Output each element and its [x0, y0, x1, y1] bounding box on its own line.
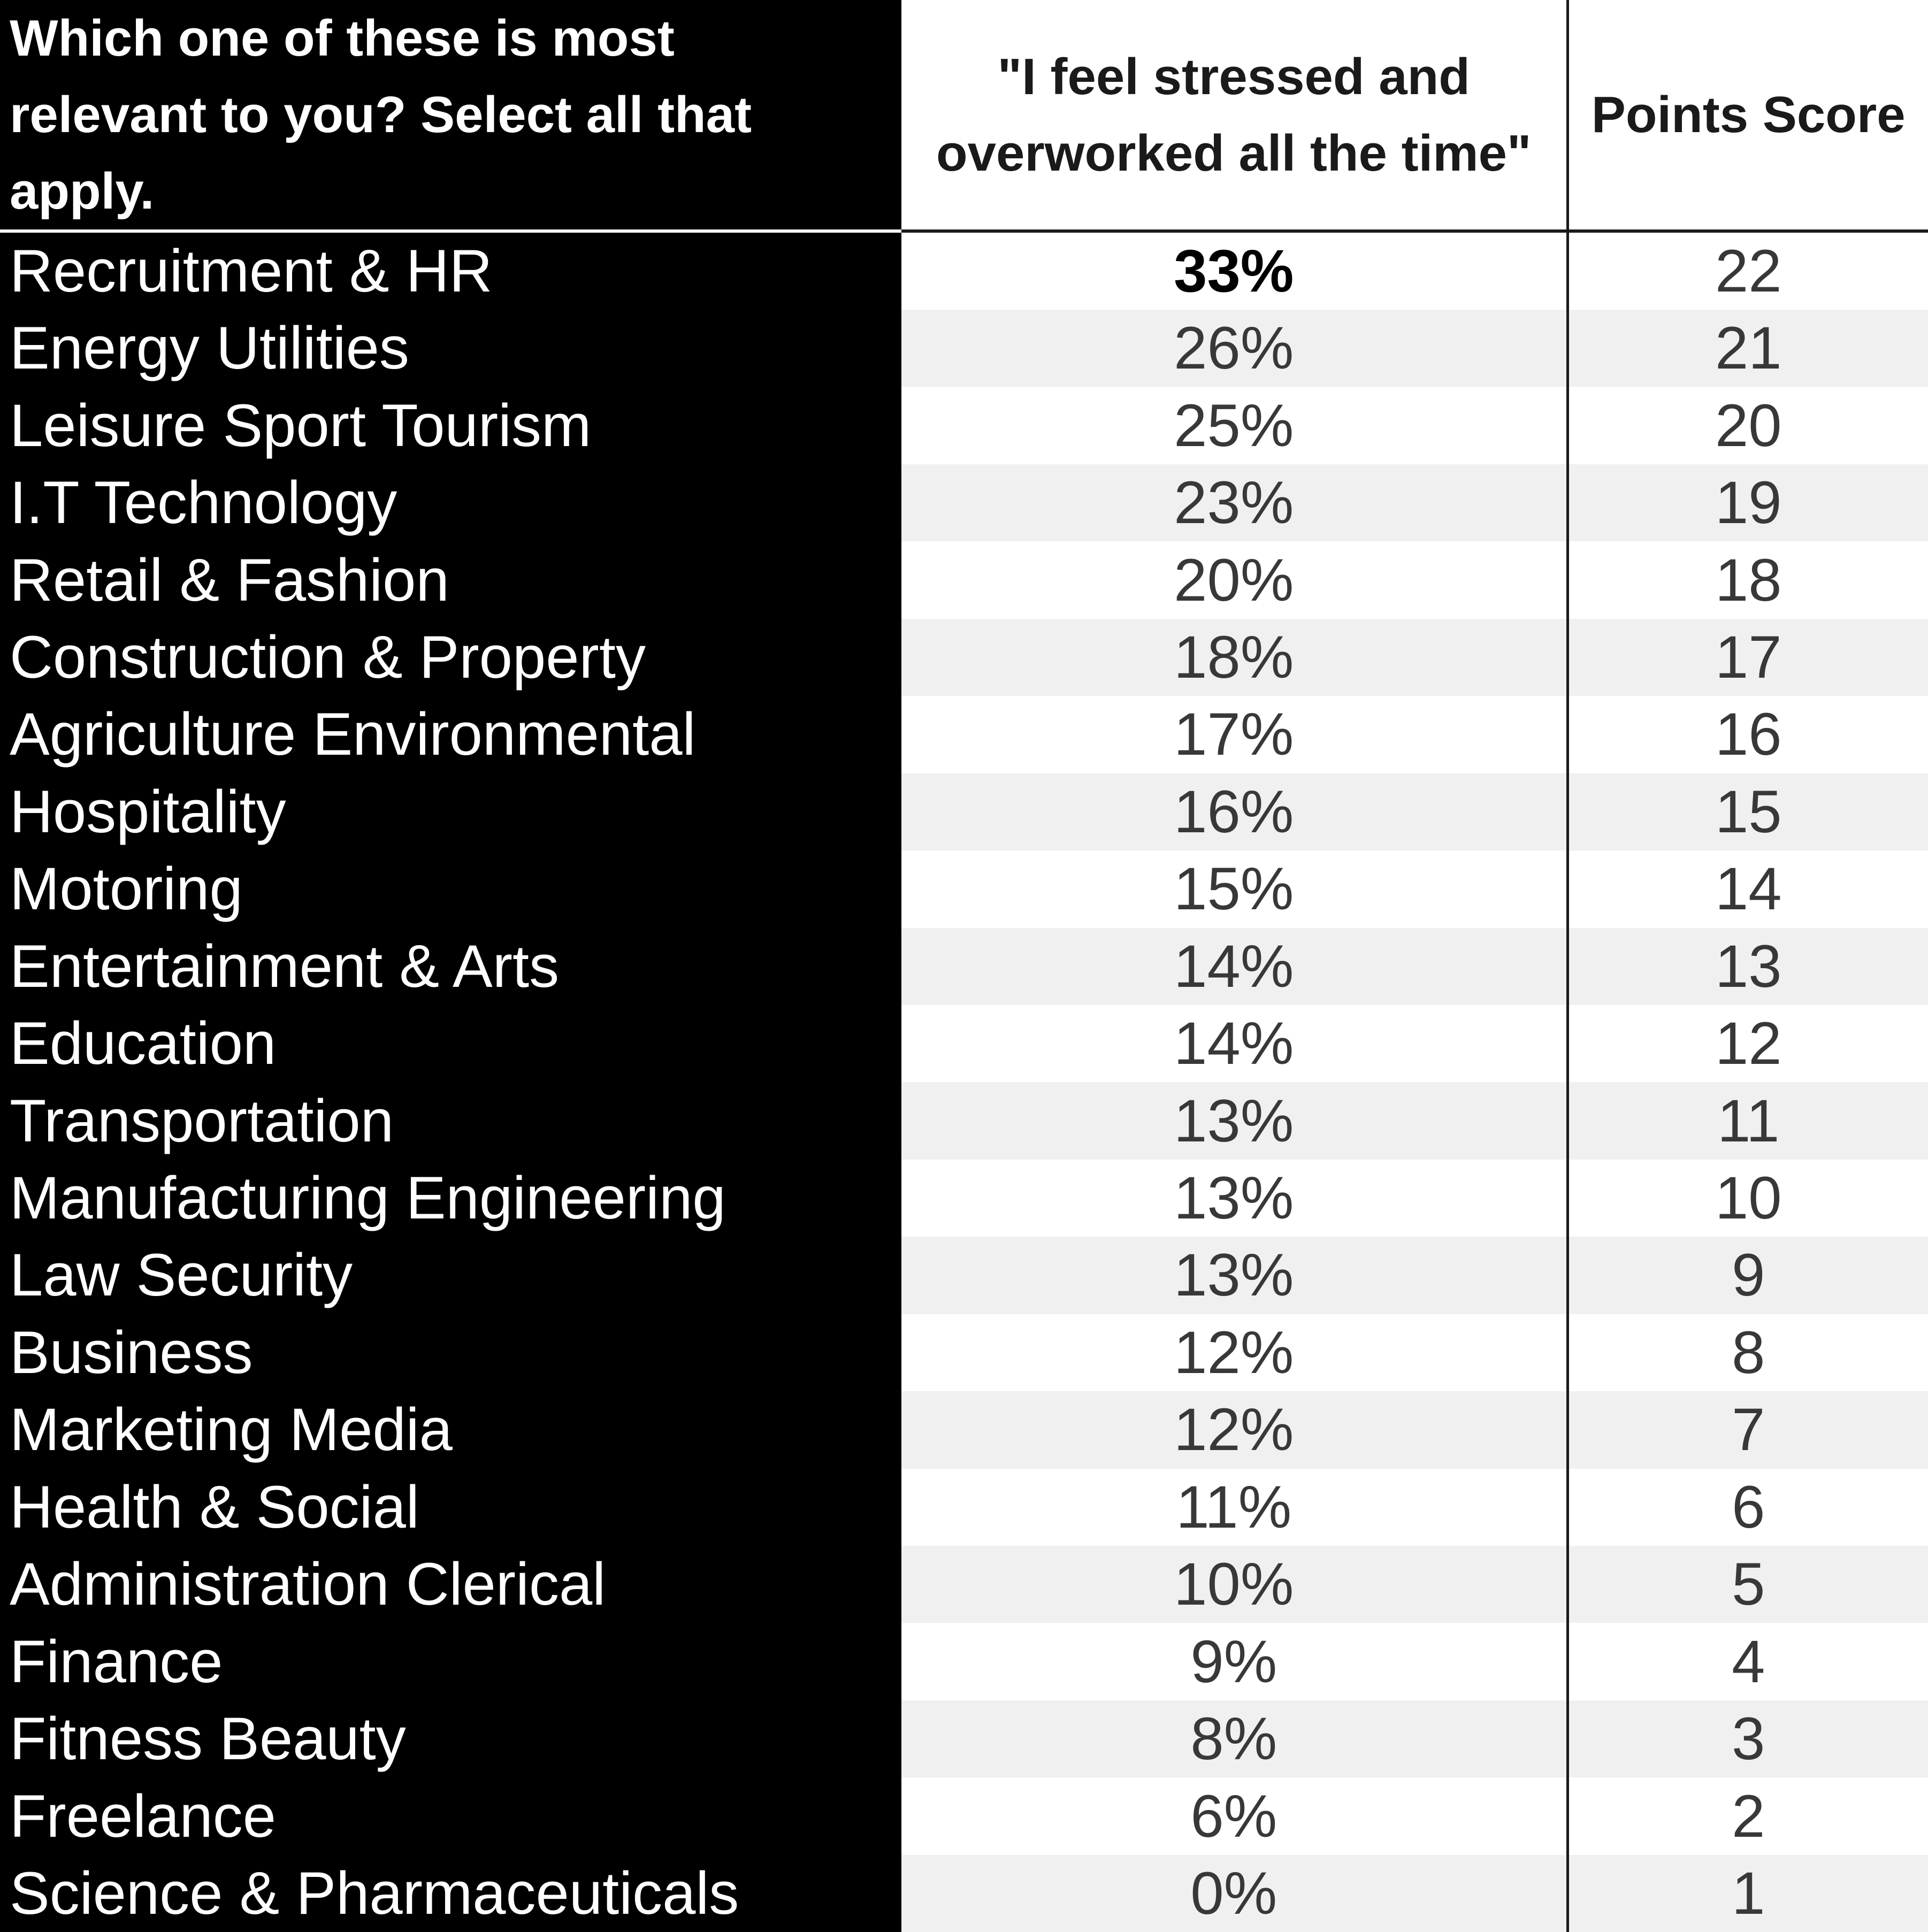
stressed-percent-cell: 13%: [901, 1237, 1567, 1314]
table-row: Freelance 6% 2: [0, 1777, 1928, 1855]
points-score-cell: 2: [1566, 1777, 1928, 1855]
table-row: Entertainment & Arts 14% 13: [0, 927, 1928, 1005]
stressed-percent-cell: 12%: [901, 1314, 1567, 1392]
table-row: Education 14% 12: [0, 1005, 1928, 1083]
table-row: Hospitality 16% 15: [0, 773, 1928, 851]
table-row: I.T Technology 23% 19: [0, 464, 1928, 542]
table-row: Health & Social 11% 6: [0, 1468, 1928, 1546]
table-row: Science & Pharmaceuticals 0% 1: [0, 1854, 1928, 1932]
category-cell: Leisure Sport Tourism: [0, 387, 901, 464]
stressed-percent-cell: 11%: [901, 1468, 1567, 1546]
stressed-percent-cell: 18%: [901, 618, 1567, 696]
stressed-percent-cell: 14%: [901, 927, 1567, 1005]
points-score-cell: 10: [1566, 1159, 1928, 1237]
table-row: Law Security 13% 9: [0, 1237, 1928, 1314]
points-score-cell: 13: [1566, 927, 1928, 1005]
points-score-cell: 11: [1566, 1082, 1928, 1160]
stressed-percent-cell: 25%: [901, 387, 1567, 464]
table-body: Recruitment & HR 33% 22 Energy Utilities 26%…: [0, 231, 1928, 1932]
points-score-cell: 3: [1566, 1700, 1928, 1778]
category-cell: Business: [0, 1314, 901, 1392]
points-score-cell: 7: [1566, 1391, 1928, 1469]
points-score-cell: 6: [1566, 1468, 1928, 1546]
stressed-percent-cell: 15%: [901, 850, 1567, 928]
stressed-percent-cell: 13%: [901, 1082, 1567, 1160]
points-score-cell: 16: [1566, 696, 1928, 773]
stressed-percent-cell: 0%: [901, 1854, 1567, 1932]
table-row: Marketing Media 12% 7: [0, 1391, 1928, 1469]
category-cell: Retail & Fashion: [0, 541, 901, 619]
table-row: Recruitment & HR 33% 22: [0, 231, 1928, 310]
points-score-cell: 19: [1566, 464, 1928, 542]
category-cell: Finance: [0, 1623, 901, 1700]
table-row: Administration Clerical 10% 5: [0, 1546, 1928, 1623]
table-row: Agriculture Environmental 17% 16: [0, 696, 1928, 773]
stressed-percent-cell: 26%: [901, 310, 1567, 387]
stressed-percent-cell: 13%: [901, 1159, 1567, 1237]
points-score-cell: 14: [1566, 850, 1928, 928]
category-cell: Marketing Media: [0, 1391, 901, 1469]
table-row: Leisure Sport Tourism 25% 20: [0, 387, 1928, 464]
stressed-percent-cell: 6%: [901, 1777, 1567, 1855]
table-row: Energy Utilities 26% 21: [0, 310, 1928, 387]
category-cell: Recruitment & HR: [0, 231, 901, 310]
stressed-percent-cell: 14%: [901, 1005, 1567, 1083]
category-cell: Manufacturing Engineering: [0, 1159, 901, 1237]
stressed-percent-cell: 17%: [901, 696, 1567, 773]
category-cell: Fitness Beauty: [0, 1700, 901, 1778]
category-cell: Education: [0, 1005, 901, 1083]
table-row: Transportation 13% 11: [0, 1082, 1928, 1160]
points-score-cell: 17: [1566, 618, 1928, 696]
points-score-cell: 20: [1566, 387, 1928, 464]
category-cell: Law Security: [0, 1237, 901, 1314]
category-cell: I.T Technology: [0, 464, 901, 542]
points-score-cell: 15: [1566, 773, 1928, 851]
category-cell: Health & Social: [0, 1468, 901, 1546]
stressed-percent-cell: 9%: [901, 1623, 1567, 1700]
category-cell: Hospitality: [0, 773, 901, 851]
points-score-cell: 18: [1566, 541, 1928, 619]
category-cell: Transportation: [0, 1082, 901, 1160]
category-cell: Agriculture Environmental: [0, 696, 901, 773]
points-score-cell: 4: [1566, 1623, 1928, 1700]
category-cell: Freelance: [0, 1777, 901, 1855]
question-header: Which one of these is most relevant to y…: [0, 0, 901, 233]
stressed-percent-cell: 12%: [901, 1391, 1567, 1469]
points-score-cell: 9: [1566, 1237, 1928, 1314]
table-row: Fitness Beauty 8% 3: [0, 1700, 1928, 1778]
table-row: Finance 9% 4: [0, 1623, 1928, 1700]
points-score-cell: 1: [1566, 1854, 1928, 1932]
points-score-cell: 21: [1566, 310, 1928, 387]
category-cell: Motoring: [0, 850, 901, 928]
table-row: Motoring 15% 14: [0, 850, 1928, 928]
category-cell: Administration Clerical: [0, 1546, 901, 1623]
points-score-header: Points Score: [1566, 0, 1928, 233]
table-row: Manufacturing Engineering 13% 10: [0, 1159, 1928, 1237]
stressed-percent-cell: 8%: [901, 1700, 1567, 1778]
category-cell: Entertainment & Arts: [0, 927, 901, 1005]
table-row: Retail & Fashion 20% 18: [0, 541, 1928, 619]
points-score-cell: 5: [1566, 1546, 1928, 1623]
category-cell: Energy Utilities: [0, 310, 901, 387]
stressed-percent-cell: 16%: [901, 773, 1567, 851]
header-row: Which one of these is most relevant to y…: [0, 0, 1928, 233]
points-score-cell: 22: [1566, 231, 1928, 310]
points-score-cell: 12: [1566, 1005, 1928, 1083]
category-cell: Science & Pharmaceuticals: [0, 1854, 901, 1932]
stressed-percent-cell: 33%: [901, 231, 1567, 310]
table-row: Business 12% 8: [0, 1314, 1928, 1392]
stressed-header: "I feel stressed and overworked all the …: [901, 0, 1567, 233]
stressed-percent-cell: 10%: [901, 1546, 1567, 1623]
stressed-percent-cell: 20%: [901, 541, 1567, 619]
stressed-percent-cell: 23%: [901, 464, 1567, 542]
category-cell: Construction & Property: [0, 618, 901, 696]
points-score-cell: 8: [1566, 1314, 1928, 1392]
table-row: Construction & Property 18% 17: [0, 618, 1928, 696]
